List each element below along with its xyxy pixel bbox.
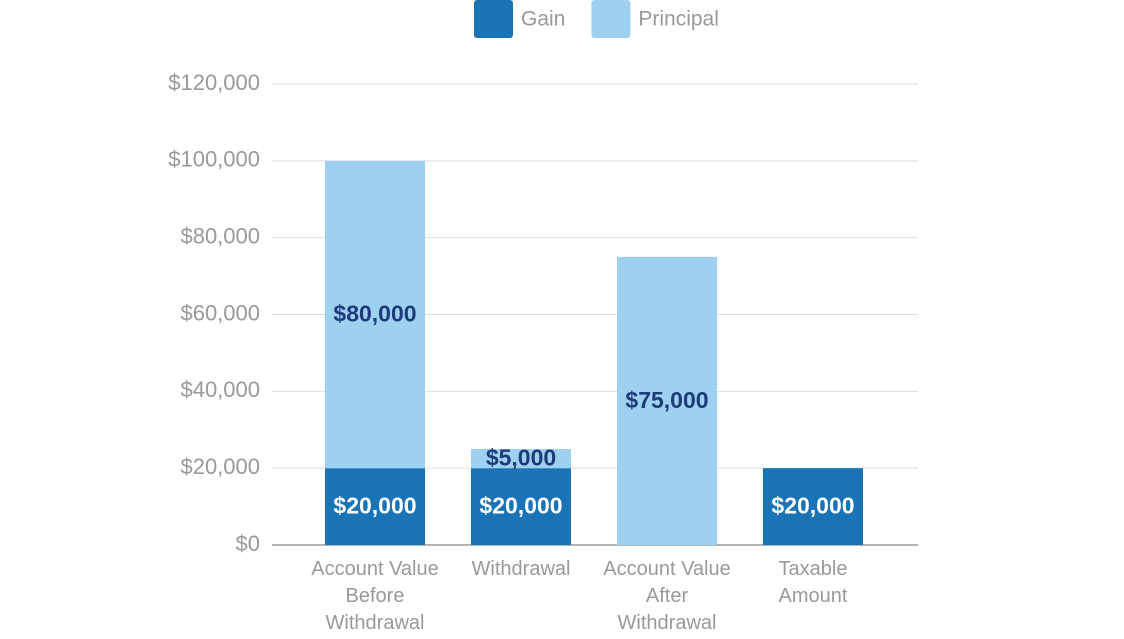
bar-segment bbox=[471, 448, 571, 469]
y-tick-label: $120,000 bbox=[168, 70, 260, 95]
legend-label: Principal bbox=[638, 8, 719, 31]
legend-label: Gain bbox=[521, 8, 565, 31]
y-tick-label: $0 bbox=[236, 531, 260, 556]
y-tick-label: $100,000 bbox=[168, 147, 260, 172]
y-tick-label: $40,000 bbox=[180, 377, 260, 402]
x-tick-label: Taxable Amount bbox=[778, 558, 848, 607]
value-label: $5,000 bbox=[486, 445, 556, 471]
legend-swatch bbox=[474, 0, 513, 38]
x-tick-label: Withdrawal bbox=[471, 558, 571, 580]
x-tick-label: Account Value Before Withdrawal bbox=[311, 558, 439, 634]
y-tick-label: $80,000 bbox=[180, 223, 260, 248]
value-label: $20,000 bbox=[771, 493, 854, 519]
bar-segment bbox=[325, 468, 425, 545]
bar-segment bbox=[471, 468, 571, 545]
x-tick-label: Account Value After Withdrawal bbox=[603, 558, 731, 634]
bar-segment bbox=[325, 160, 425, 469]
legend-swatch bbox=[591, 0, 631, 38]
value-label: $20,000 bbox=[333, 493, 416, 519]
value-label: $75,000 bbox=[625, 387, 708, 413]
value-label: $20,000 bbox=[479, 493, 562, 519]
value-label: $80,000 bbox=[333, 301, 416, 327]
bar-segment bbox=[763, 468, 863, 545]
y-tick-label: $60,000 bbox=[180, 300, 260, 325]
y-tick-label: $20,000 bbox=[180, 454, 260, 479]
bar-segment bbox=[617, 256, 717, 545]
